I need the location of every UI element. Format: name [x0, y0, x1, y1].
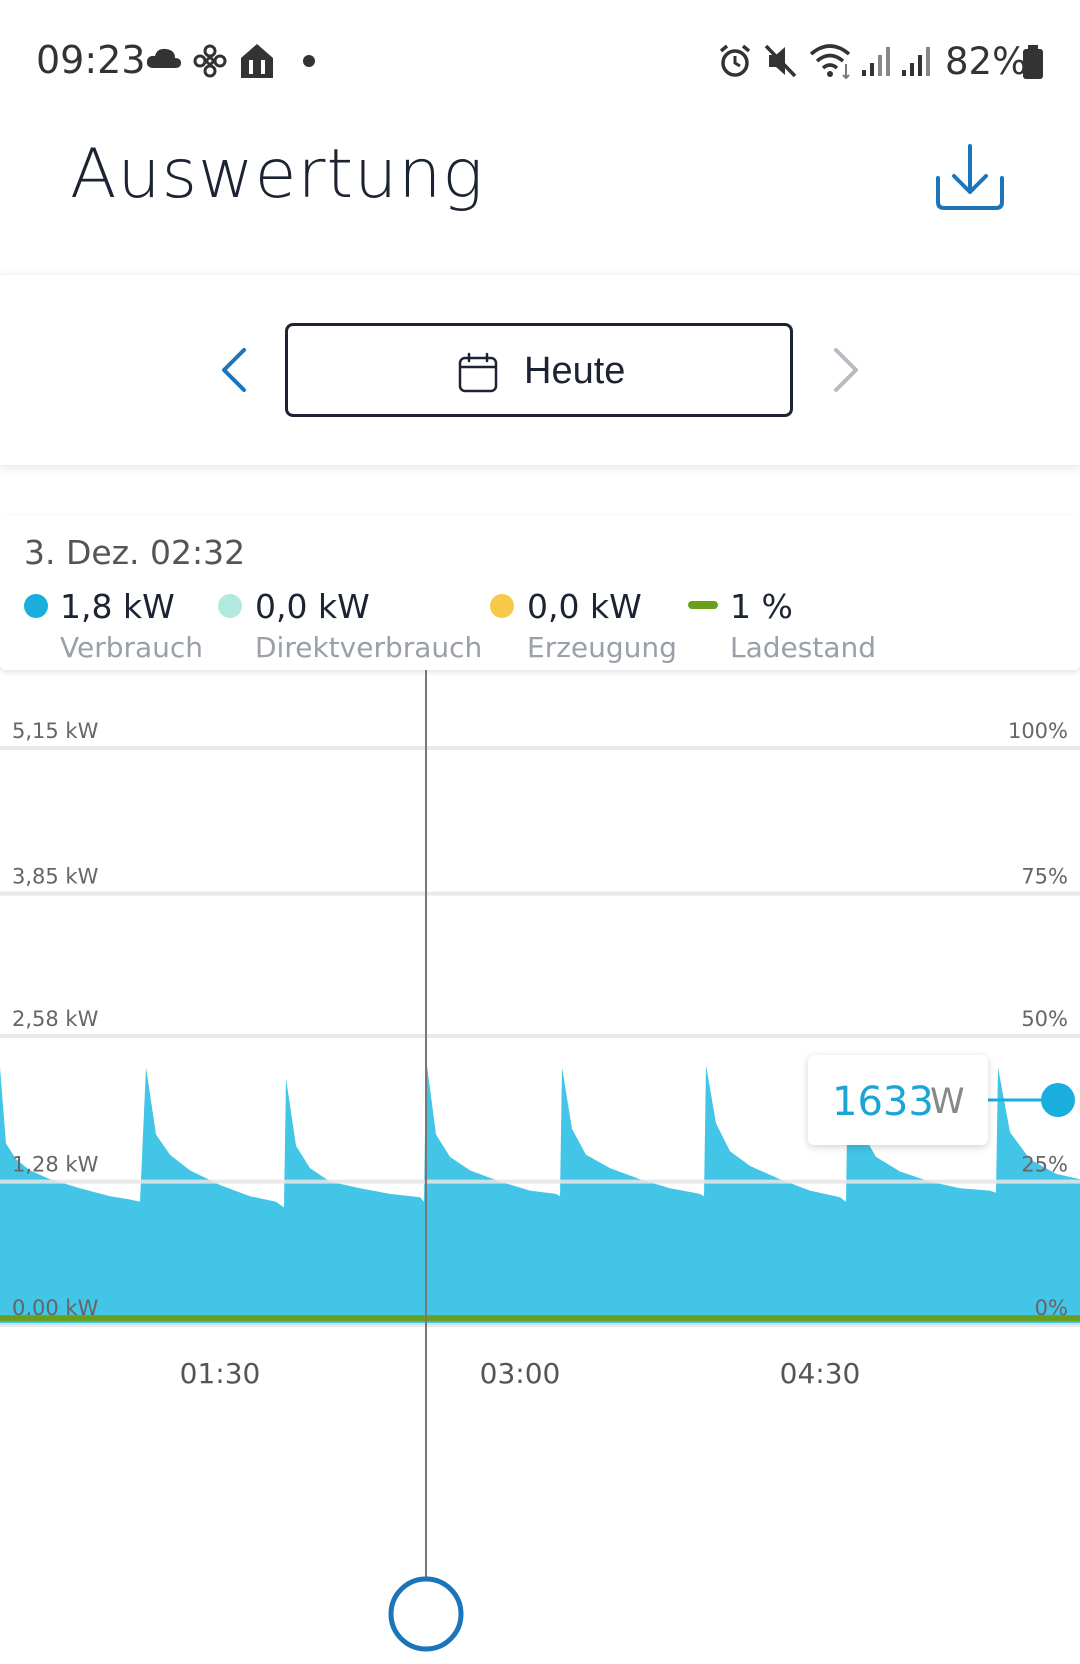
consumption-chart[interactable]: 5,15 kW 100% 3,85 kW 75% 2,58 kW 50% 1,28 kW 25…	[0, 670, 1080, 1664]
erzeugung-legend-dot	[490, 594, 514, 618]
status-time: 09:23	[36, 38, 146, 82]
alarm-icon	[719, 44, 751, 77]
ladestand-label: Ladestand	[730, 631, 877, 664]
selected-datetime: 3. Dez. 02:32	[24, 533, 246, 572]
tooltip-value: 1633	[832, 1079, 934, 1125]
x-axis-label: 03:00	[480, 1357, 561, 1390]
download-icon	[936, 144, 1004, 210]
y-axis-label: 5,15 kW	[12, 719, 99, 743]
signal-icon	[902, 47, 930, 76]
direktverbrauch-legend-dot	[218, 594, 242, 618]
x-axis-label: 01:30	[180, 1357, 261, 1390]
y-axis-label: 2,58 kW	[12, 1007, 99, 1031]
verbrauch-legend-dot	[24, 594, 48, 618]
chevron-left-icon	[222, 348, 246, 392]
battery-icon	[1023, 45, 1043, 79]
date-picker-button[interactable]: Heute	[285, 323, 793, 417]
next-day-button[interactable]	[820, 340, 870, 400]
erzeugung-label: Erzeugung	[527, 631, 677, 664]
date-picker-label: Heute	[524, 350, 626, 392]
calendar-icon	[458, 352, 498, 393]
x-axis-label: 04:30	[780, 1357, 861, 1390]
value-tooltip: 1633 W	[808, 1055, 988, 1145]
ladestand-legend-line	[688, 601, 718, 609]
wifi-icon	[809, 44, 851, 80]
mute-icon	[764, 44, 797, 78]
y-axis-right-label: 100%	[1008, 719, 1068, 743]
cloud-icon	[146, 48, 181, 68]
tooltip-unit: W	[930, 1082, 965, 1122]
download-button[interactable]	[930, 140, 1010, 220]
erzeugung-value: 0,0 kW	[527, 587, 642, 626]
y-axis-right-label: 75%	[1021, 865, 1068, 889]
y-axis-right-label: 25%	[1021, 1153, 1068, 1177]
chevron-right-icon	[834, 348, 858, 392]
time-cursor-handle[interactable]	[388, 1576, 464, 1652]
y-axis-right-label: 50%	[1021, 1007, 1068, 1031]
date-selector-card	[0, 275, 1080, 465]
ladestand-value: 1 %	[730, 587, 793, 626]
tooltip-marker	[1041, 1083, 1075, 1117]
direktverbrauch-value: 0,0 kW	[255, 587, 370, 626]
fan-icon	[193, 44, 227, 78]
y-axis-label: 3,85 kW	[12, 865, 99, 889]
battery-percent: 82%	[945, 40, 1028, 83]
signal-icon	[862, 47, 890, 76]
dot-icon	[303, 55, 315, 67]
status-bar: 09:23 82%	[0, 0, 1080, 120]
page-title: Auswertung	[70, 135, 485, 214]
y-axis-label: 1,28 kW	[12, 1153, 99, 1177]
verbrauch-label: Verbrauch	[60, 631, 204, 664]
house-icon	[241, 44, 273, 78]
direktverbrauch-label: Direktverbrauch	[255, 631, 483, 664]
verbrauch-value: 1,8 kW	[60, 587, 175, 626]
legend-card	[0, 515, 1080, 670]
previous-day-button[interactable]	[210, 340, 260, 400]
verbrauch-area	[0, 1058, 1080, 1325]
